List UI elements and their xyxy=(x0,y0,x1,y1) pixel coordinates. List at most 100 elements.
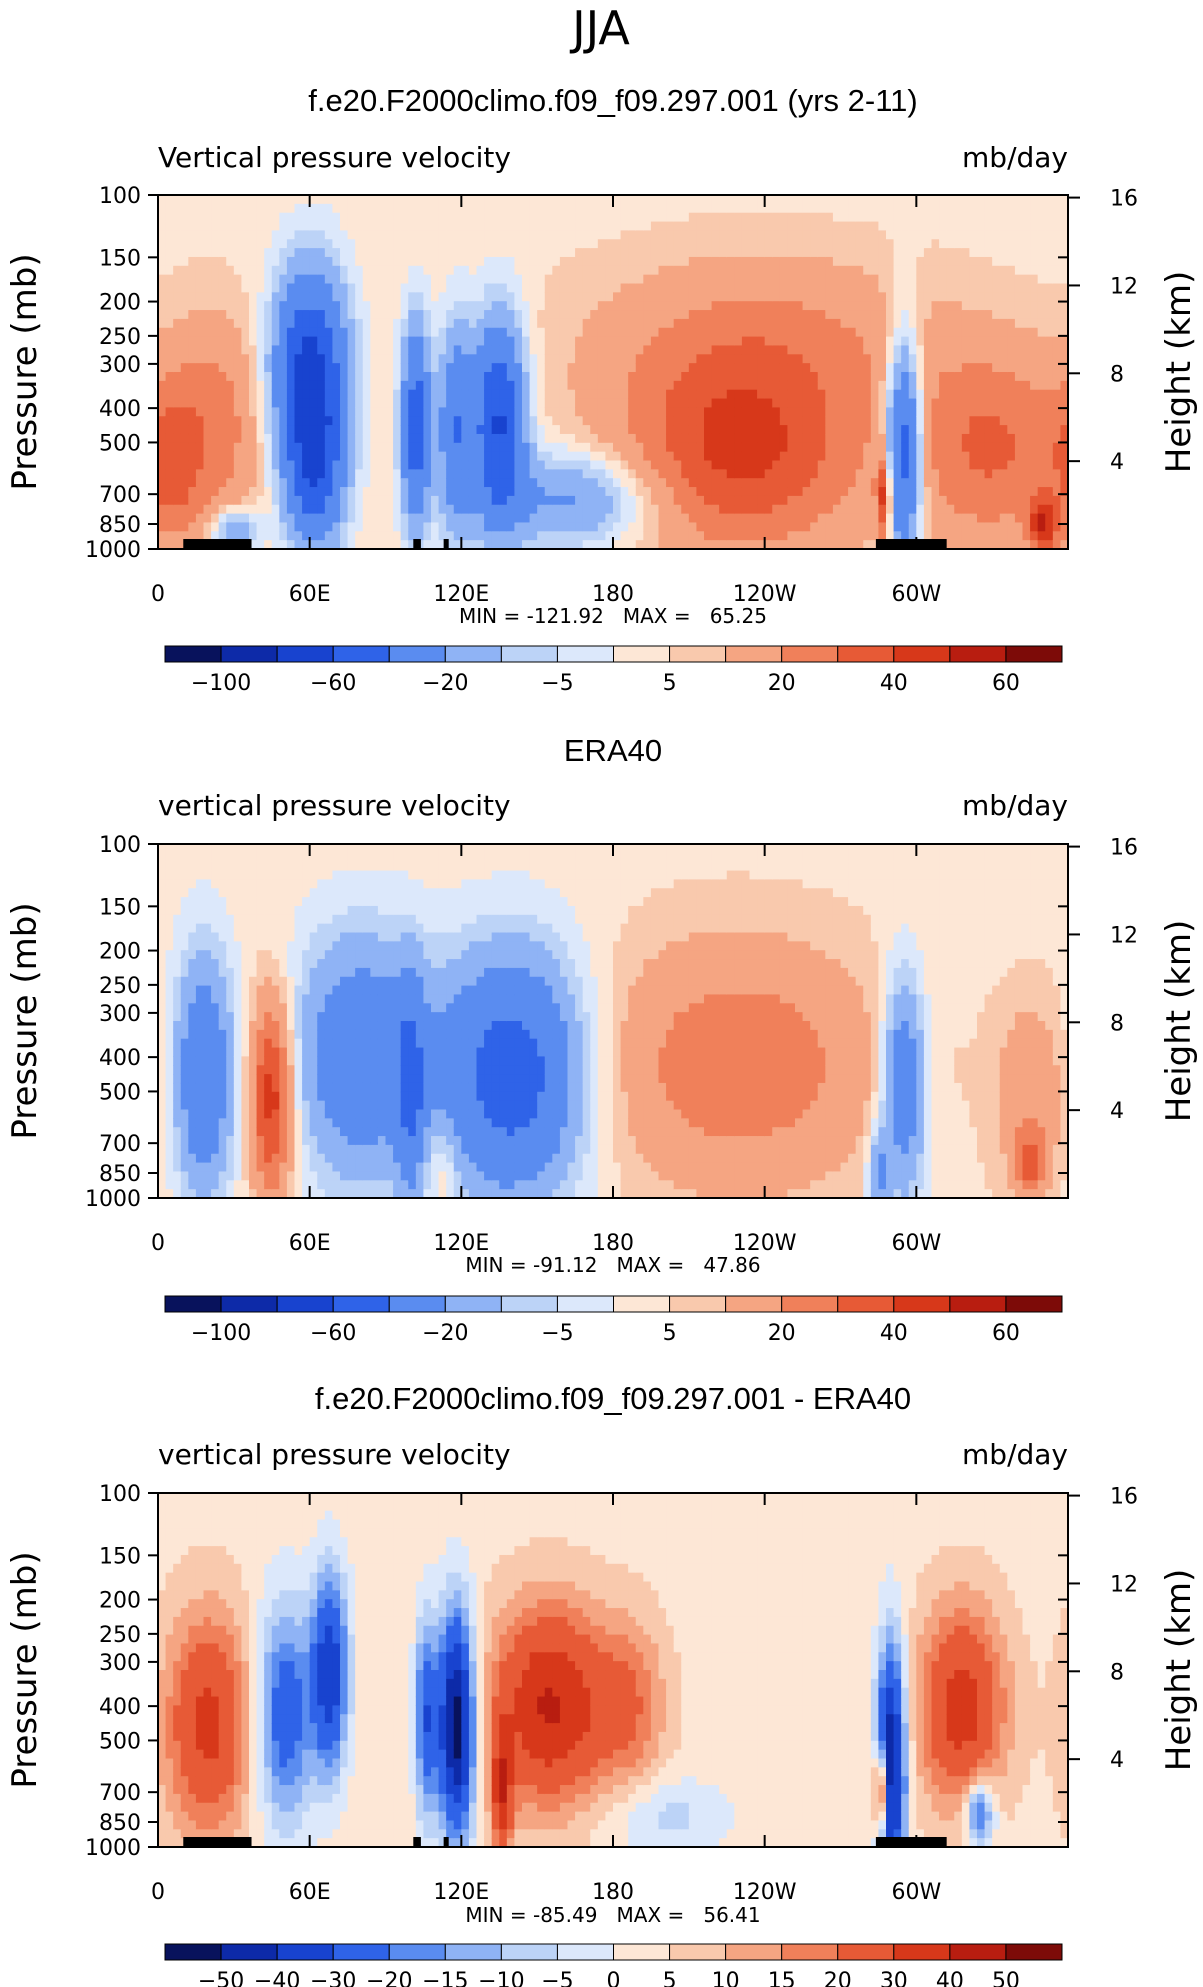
colorbar-label: 5 xyxy=(663,671,677,696)
panel-2: ERA40 vertical pressure velocity mb/day … xyxy=(5,733,1199,1346)
x-tick-label: 60W xyxy=(891,582,941,607)
x-tick-label: 60W xyxy=(891,1880,941,1905)
panel-title: ERA40 xyxy=(564,733,662,768)
y-tick-label: 250 xyxy=(99,325,141,350)
y-tick-label: 100 xyxy=(99,1482,141,1507)
colorbar-swatch xyxy=(500,1943,558,1961)
y-tick-label: 500 xyxy=(99,431,141,456)
colorbar-swatch xyxy=(949,1295,1007,1313)
colorbar-swatch xyxy=(893,1295,951,1313)
colorbar-label: 60 xyxy=(992,1321,1020,1346)
colorbar-swatch xyxy=(949,1943,1007,1961)
y-tick-label: 700 xyxy=(99,483,141,508)
x-tick-label: 60E xyxy=(289,1231,331,1256)
y-tick-label: 1000 xyxy=(85,1836,141,1861)
colorbar-swatch xyxy=(781,1943,839,1961)
colorbar-label: 20 xyxy=(768,1321,796,1346)
colorbar-label: −5 xyxy=(541,671,573,696)
colorbar-label: −60 xyxy=(310,1321,356,1346)
colorbar-label: −50 xyxy=(198,1969,244,1987)
colorbar-swatch xyxy=(893,645,951,663)
contour-field xyxy=(158,844,1069,1199)
colorbar-swatch xyxy=(276,1295,334,1313)
colorbar-swatch xyxy=(388,1943,446,1961)
colorbar-swatch xyxy=(837,645,895,663)
colorbar-label: −30 xyxy=(310,1969,356,1987)
panel-3: f.e20.F2000climo.f09_f09.297.001 - ERA40… xyxy=(5,1381,1199,1987)
colorbar-swatch xyxy=(893,1943,951,1961)
x-tick-label: 0 xyxy=(151,582,165,607)
colorbar-label: 5 xyxy=(663,1969,677,1987)
colorbar-swatch xyxy=(388,645,446,663)
colorbar-label: 5 xyxy=(663,1321,677,1346)
y-tick-label: 1000 xyxy=(85,1187,141,1212)
colorbar-swatch xyxy=(669,1943,727,1961)
colorbar-label: −20 xyxy=(366,1969,412,1987)
colorbar-label: 10 xyxy=(712,1969,740,1987)
colorbar-label: −100 xyxy=(191,1321,251,1346)
height-tick-label: 4 xyxy=(1110,1099,1124,1124)
plot-area: 0 60E 120E 180 120W 60W 100 150 200 250 300 400 500 7… xyxy=(5,184,1199,696)
y-tick-label: 400 xyxy=(99,397,141,422)
colorbar-swatch xyxy=(444,1943,502,1961)
contour-field xyxy=(158,195,1069,550)
height-tick-label: 16 xyxy=(1110,187,1138,212)
colorbar-swatch xyxy=(725,645,783,663)
colorbar-label: 30 xyxy=(880,1969,908,1987)
colorbar-label: 0 xyxy=(607,1969,621,1987)
height-tick-label: 4 xyxy=(1110,450,1124,475)
y-axis-label: Pressure (mb) xyxy=(5,902,45,1139)
colorbar-label: −100 xyxy=(191,671,251,696)
colorbar-label: −40 xyxy=(254,1969,300,1987)
contour-field xyxy=(158,1493,1069,1848)
x-tick-label: 120W xyxy=(733,582,797,607)
terrain-mask xyxy=(443,1837,449,1847)
x-tick-label: 120E xyxy=(433,1880,489,1905)
colorbar: −50 −40 −30 −20 −15 −10 −5 0 5 10 15 20 30 40 50 xyxy=(164,1943,1063,1987)
colorbar-swatch xyxy=(1005,1295,1063,1313)
colorbar-label: −60 xyxy=(310,671,356,696)
colorbar-swatch xyxy=(164,645,222,663)
colorbar-swatch xyxy=(837,1943,895,1961)
colorbar: −100 −60 −20 −5 5 20 40 60 xyxy=(164,645,1063,696)
y-tick-label: 300 xyxy=(99,353,141,378)
height-tick-label: 4 xyxy=(1110,1748,1124,1773)
units-label: mb/day xyxy=(962,789,1068,822)
colorbar-swatch xyxy=(276,1943,334,1961)
y-tick-label: 250 xyxy=(99,974,141,999)
colorbar-label: 20 xyxy=(824,1969,852,1987)
colorbar-label: 50 xyxy=(992,1969,1020,1987)
y-tick-label: 850 xyxy=(99,1162,141,1187)
colorbar-swatch xyxy=(669,645,727,663)
height-tick-label: 12 xyxy=(1110,274,1138,299)
x-tick-label: 120E xyxy=(433,582,489,607)
colorbar-swatch xyxy=(332,1295,390,1313)
colorbar-swatch xyxy=(1005,645,1063,663)
height-tick-label: 8 xyxy=(1110,1660,1124,1685)
colorbar-swatch xyxy=(949,645,1007,663)
colorbar-label: −10 xyxy=(478,1969,524,1987)
y-tick-label: 1000 xyxy=(85,538,141,563)
colorbar-swatch xyxy=(781,1295,839,1313)
panel-1: f.e20.F2000climo.f09_f09.297.001 (yrs 2-… xyxy=(5,83,1199,696)
units-label: mb/day xyxy=(962,1438,1068,1471)
colorbar-swatch xyxy=(388,1295,446,1313)
y-axis-label-right: Height (km) xyxy=(1159,271,1199,474)
x-tick-label: 180 xyxy=(592,1231,634,1256)
stats-label: MIN = -121.92 MAX = 65.25 xyxy=(459,604,767,628)
x-tick-label: 180 xyxy=(592,1880,634,1905)
y-tick-label: 400 xyxy=(99,1046,141,1071)
x-tick-label: 180 xyxy=(592,582,634,607)
x-tick-label: 0 xyxy=(151,1880,165,1905)
y-tick-label: 400 xyxy=(99,1695,141,1720)
colorbar-swatch xyxy=(332,1943,390,1961)
terrain-mask xyxy=(183,1837,252,1847)
colorbar-swatch xyxy=(500,1295,558,1313)
panel-title: f.e20.F2000climo.f09_f09.297.001 - ERA40 xyxy=(315,1381,911,1416)
y-axis-label: Pressure (mb) xyxy=(5,1551,45,1788)
colorbar-swatch xyxy=(164,1943,222,1961)
y-axis-label-right: Height (km) xyxy=(1159,920,1199,1123)
stats-label: MIN = -91.12 MAX = 47.86 xyxy=(465,1253,760,1277)
terrain-mask xyxy=(875,539,947,549)
